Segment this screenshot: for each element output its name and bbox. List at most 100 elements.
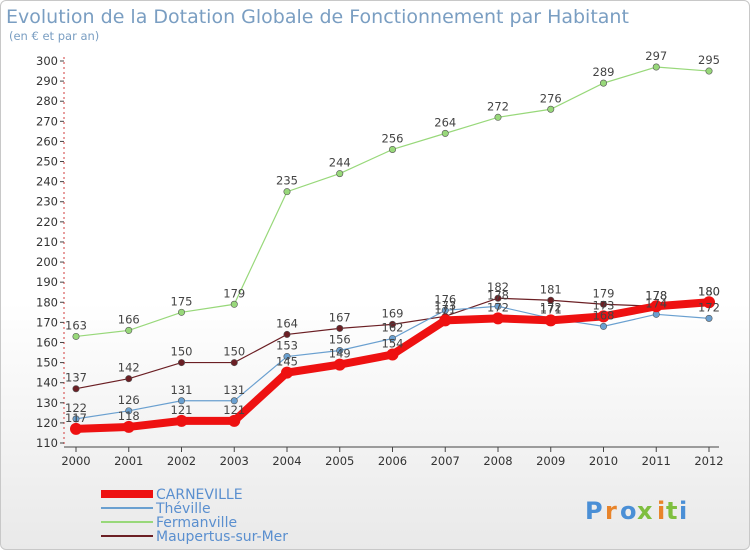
data-label: 117 xyxy=(65,411,87,425)
logo-letter: r xyxy=(605,497,617,525)
data-point xyxy=(386,348,399,361)
data-point xyxy=(441,306,449,314)
data-label: 171 xyxy=(434,302,456,316)
data-label: 162 xyxy=(382,320,404,334)
data-label: 178 xyxy=(645,288,667,302)
y-tick-label: 240 xyxy=(36,175,58,189)
data-point xyxy=(703,296,715,309)
y-tick-label: 300 xyxy=(36,54,58,68)
x-tick-label: 2007 xyxy=(431,454,460,468)
data-label: 156 xyxy=(329,333,351,347)
chart-subtitle: (en € et par an) xyxy=(9,29,99,43)
data-label: 153 xyxy=(276,339,298,353)
data-label: 181 xyxy=(540,282,562,296)
logo-letter: o xyxy=(620,497,637,525)
data-point xyxy=(230,397,238,405)
x-tick-label: 2012 xyxy=(694,454,723,468)
data-point xyxy=(388,320,396,328)
y-tick-label: 210 xyxy=(36,235,58,249)
series-lines xyxy=(70,63,715,435)
data-label: 163 xyxy=(65,318,87,332)
x-tick-label: 2005 xyxy=(325,454,354,468)
data-label: 154 xyxy=(382,337,404,351)
data-point xyxy=(72,415,80,423)
y-tick-label: 120 xyxy=(36,416,58,430)
x-tick-label: 2008 xyxy=(483,454,512,468)
data-point xyxy=(494,294,502,302)
legend: CARNEVILLEThévilleFermanvilleMaupertus-s… xyxy=(101,487,288,545)
x-tick-label: 2011 xyxy=(642,454,671,468)
y-tick-label: 140 xyxy=(36,376,58,390)
data-label: 172 xyxy=(487,300,509,314)
data-label: 122 xyxy=(65,401,87,415)
data-label: 264 xyxy=(434,115,456,129)
data-label: 166 xyxy=(118,312,140,326)
data-point xyxy=(72,385,80,393)
data-label: 164 xyxy=(276,316,298,330)
legend-label: Fermanville xyxy=(156,515,237,531)
data-point xyxy=(281,366,293,379)
data-label: 182 xyxy=(487,280,509,294)
data-point xyxy=(547,296,555,304)
data-label: 121 xyxy=(171,403,193,417)
data-label: 137 xyxy=(65,371,87,385)
data-label: 149 xyxy=(329,347,351,361)
y-tick-label: 130 xyxy=(36,396,58,410)
data-label: 179 xyxy=(593,286,615,300)
data-point xyxy=(650,300,663,313)
data-point xyxy=(494,302,502,310)
data-point xyxy=(230,359,238,367)
data-label: 178 xyxy=(487,288,509,302)
y-tick-label: 250 xyxy=(36,155,58,169)
y-tick-label: 190 xyxy=(36,275,58,289)
data-point xyxy=(547,105,555,113)
data-label: 169 xyxy=(382,306,404,320)
x-tick-label: 2004 xyxy=(272,454,301,468)
data-label: 176 xyxy=(434,292,456,306)
data-point xyxy=(72,332,80,340)
logo-letter: t xyxy=(666,497,677,525)
y-tick-label: 200 xyxy=(36,255,58,269)
data-point xyxy=(178,308,186,316)
data-point xyxy=(70,422,82,435)
y-tick-label: 280 xyxy=(36,94,58,108)
data-point xyxy=(544,314,557,327)
x-tick-label: 2006 xyxy=(378,454,407,468)
axes: 110 120 130 140 150 160 170 180 190 200 210 220 230 2… xyxy=(36,54,724,468)
data-point xyxy=(283,353,291,361)
data-label: 173 xyxy=(434,298,456,312)
data-point xyxy=(178,397,186,405)
x-tick-label: 2000 xyxy=(61,454,90,468)
y-tick-label: 270 xyxy=(36,114,58,128)
y-tick-label: 110 xyxy=(36,436,58,450)
data-label: 150 xyxy=(223,345,245,359)
data-label: 142 xyxy=(118,361,140,375)
data-point xyxy=(178,359,186,367)
logo-letter: P xyxy=(585,497,603,525)
data-label: 131 xyxy=(223,383,245,397)
data-label: 131 xyxy=(171,383,193,397)
data-point xyxy=(439,314,452,327)
data-point xyxy=(599,300,607,308)
data-label: 126 xyxy=(118,393,140,407)
logo-letter: i xyxy=(657,497,665,525)
logo-letter: x xyxy=(637,497,653,525)
data-label: 150 xyxy=(171,345,193,359)
data-label: 180 xyxy=(698,284,720,298)
data-point xyxy=(441,129,449,137)
data-label: 178 xyxy=(645,288,667,302)
data-label: 272 xyxy=(487,99,509,113)
x-tick-label: 2010 xyxy=(589,454,618,468)
data-point xyxy=(388,334,396,342)
y-tick-label: 170 xyxy=(36,315,58,329)
x-tick-label: 2001 xyxy=(114,454,143,468)
data-point xyxy=(125,407,133,415)
data-point xyxy=(336,170,344,178)
data-point xyxy=(492,312,504,325)
data-label: 175 xyxy=(171,294,193,308)
data-point xyxy=(705,314,713,322)
y-tick-label: 290 xyxy=(36,74,58,88)
y-tick-label: 180 xyxy=(36,295,58,309)
